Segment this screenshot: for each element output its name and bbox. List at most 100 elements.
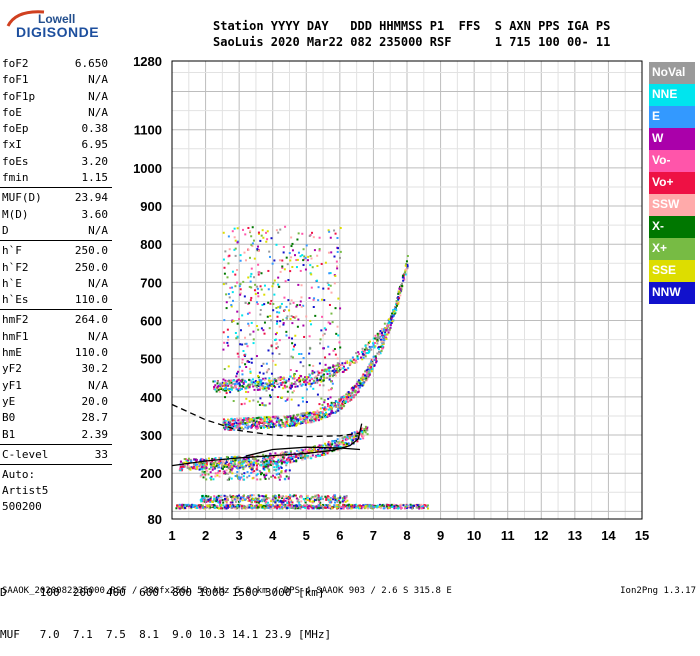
echo-point [328, 444, 331, 447]
echo-point [253, 276, 256, 279]
echo-point [284, 469, 287, 472]
ionogram-chart: 1 2 3 4 5 6 7 8 9 10 11 12 13 14 15 802003004005006007… [133, 54, 649, 543]
echo-point [279, 458, 282, 461]
echo-point [347, 503, 350, 506]
echo-point [281, 458, 284, 461]
echo-point [212, 467, 215, 470]
echo-point [198, 505, 201, 508]
echo-point [370, 345, 373, 348]
echo-point [245, 365, 248, 368]
echo-point [387, 318, 390, 321]
echo-point [296, 325, 299, 328]
echo-point [240, 388, 243, 391]
echo-point [404, 273, 407, 276]
echo-point [289, 506, 292, 509]
echo-point [335, 504, 338, 507]
echo-point [270, 500, 273, 503]
echo-point [267, 426, 270, 429]
echo-point [303, 417, 306, 420]
echo-point [320, 449, 323, 452]
echo-point [233, 380, 236, 383]
trace-line [171, 423, 363, 467]
echo-point [391, 320, 394, 323]
echo-point [377, 347, 380, 350]
echo-point [324, 356, 327, 359]
echo-point [223, 341, 226, 344]
echo-point [265, 462, 268, 465]
echo-point [272, 500, 275, 503]
echo-point [336, 325, 339, 328]
param-name: C-level [2, 447, 49, 461]
param-row: h`E N/A [0, 276, 112, 292]
echo-point [399, 288, 402, 291]
echo-point [248, 285, 251, 288]
echo-point [329, 407, 332, 410]
echo-point [400, 288, 403, 291]
echo-point [279, 305, 282, 308]
echo-point [244, 459, 247, 462]
echo-point [266, 418, 269, 421]
param-value: 6.650 [74, 57, 108, 70]
echo-point [271, 380, 274, 383]
echo-point [273, 377, 276, 380]
echo-point [260, 472, 263, 475]
echo-point [299, 422, 302, 425]
echo-point [275, 322, 278, 325]
echo-point [390, 317, 393, 320]
echo-point [323, 327, 326, 330]
echo-point [250, 381, 253, 384]
echo-point [187, 503, 190, 506]
echo-point [374, 355, 377, 358]
echo-point [379, 330, 382, 333]
echo-point [225, 455, 228, 458]
echo-point [304, 457, 307, 460]
echo-point [223, 421, 226, 424]
echo-point [330, 251, 333, 254]
echo-point [278, 325, 281, 328]
echo-point [318, 507, 321, 510]
echo-point [309, 500, 312, 503]
echo-point [274, 501, 277, 504]
echo-point [244, 336, 247, 339]
echo-point [237, 422, 240, 425]
echo-point [243, 472, 246, 475]
echo-point [266, 425, 269, 428]
echo-point [325, 506, 328, 509]
echo-point [206, 470, 209, 473]
echo-point [263, 321, 266, 324]
echo-point [330, 408, 333, 411]
echo-point [229, 494, 232, 497]
echo-point [304, 268, 307, 271]
echo-point [255, 425, 258, 428]
echo-point [388, 506, 391, 509]
legend-entry: NNW [649, 282, 695, 304]
echo-point [334, 307, 337, 310]
echo-point [353, 506, 356, 509]
echo-point [351, 356, 354, 359]
echo-point [418, 503, 421, 506]
echo-point [236, 322, 239, 325]
echo-point [317, 286, 320, 289]
echo-point [280, 453, 283, 456]
echo-point [374, 358, 377, 361]
echo-point [312, 382, 315, 385]
echo-point [384, 327, 387, 330]
echo-point [330, 507, 333, 510]
echo-point [222, 504, 225, 507]
echo-point [332, 364, 335, 367]
echo-point [350, 505, 353, 508]
echo-point [270, 503, 273, 506]
echo-point [240, 473, 243, 476]
echo-point [205, 461, 208, 464]
echo-point [285, 317, 288, 320]
echo-point [319, 377, 322, 380]
echo-point [234, 455, 237, 458]
echo-point [326, 452, 329, 455]
echo-point [265, 474, 268, 477]
echo-point [365, 369, 368, 372]
echo-point [252, 465, 255, 468]
echo-point [256, 423, 259, 426]
echo-point [245, 385, 248, 388]
echo-point [365, 377, 368, 380]
echo-point [393, 505, 396, 508]
